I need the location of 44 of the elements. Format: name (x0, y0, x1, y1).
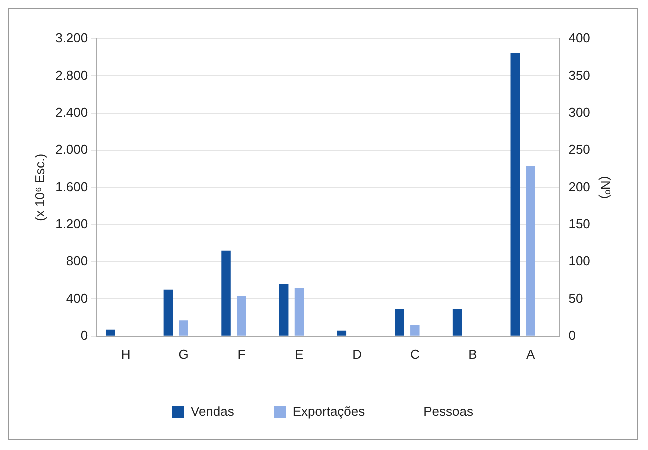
y2-tick-label: 0 (568, 328, 576, 343)
x-tick-label: B (468, 346, 478, 362)
y2-tick-label: 250 (568, 142, 590, 158)
y2-tick-label: 350 (568, 68, 590, 83)
text: Pessoas (424, 404, 474, 420)
x-tick-label: D (352, 346, 362, 362)
bar (395, 309, 404, 336)
y-tick-label: 800 (66, 254, 88, 269)
y-tick-label: 2.400 (56, 104, 88, 120)
y-axis-title: (x 10⁶ Esc.) (32, 154, 48, 222)
bar (452, 309, 462, 336)
bar (337, 330, 347, 336)
legend-label: Vendas (191, 404, 235, 420)
y2-tick-label: 200 (568, 179, 590, 194)
y-tick-label: 0 (80, 328, 88, 343)
y-tick-label: 1.600 (56, 179, 88, 194)
bar (222, 250, 231, 336)
x-tick-label: H (121, 346, 131, 362)
x-tick-label: G (178, 346, 189, 362)
bar (237, 296, 246, 336)
y-tick-label: 3.200 (56, 30, 88, 46)
x-tick-label: C (410, 346, 420, 362)
y-tick-label: 1.200 (56, 216, 88, 232)
x-tick-label: A (526, 346, 536, 362)
y-tick-label: 2.800 (56, 68, 88, 83)
y2-tick-label: 100 (568, 254, 590, 269)
x-tick-label: F (238, 346, 246, 362)
y2-tick-label: 300 (568, 104, 590, 120)
bar (510, 52, 520, 336)
x-tick-label: E (295, 346, 304, 362)
y2-axis-title: (Nº) (598, 176, 614, 200)
y2-tick-label: 400 (568, 30, 590, 46)
bar (106, 330, 116, 336)
bar (410, 325, 420, 336)
y-tick-label: 2.000 (56, 142, 88, 158)
bar (164, 290, 174, 336)
y2-tick-label: 50 (568, 290, 584, 306)
bar (279, 284, 289, 336)
bar (179, 320, 188, 336)
y-tick-label: 400 (66, 290, 88, 306)
bar (526, 166, 536, 336)
legend-label: Exportações (292, 404, 366, 420)
bar (294, 288, 304, 336)
y2-tick-label: 150 (568, 216, 590, 232)
